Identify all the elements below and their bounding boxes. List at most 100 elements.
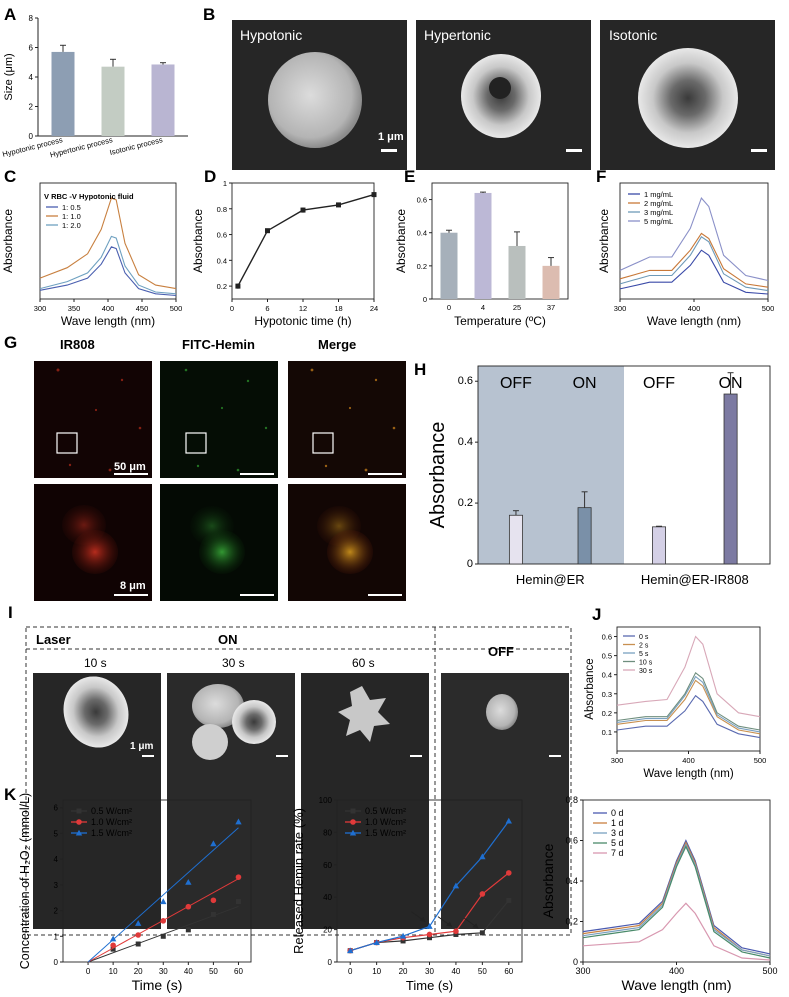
x-tick-label: 500 <box>762 304 775 313</box>
legend-label: 1: 1.0 <box>62 212 81 221</box>
series-line <box>39 197 177 290</box>
x-tick-label: 450 <box>136 304 149 313</box>
y-tick-label: 1 <box>54 932 59 941</box>
x-tick-label: 18 <box>334 304 342 313</box>
series-line <box>619 197 769 282</box>
panel-i: Laser ON OFF 10 s 30 s 60 s 1 μm <box>25 626 572 936</box>
y-tick-label: 100 <box>319 796 333 805</box>
group-label: Hemin@ER-IR808 <box>641 572 749 587</box>
g-merge-overview <box>288 361 406 478</box>
x-tick-label: 30 <box>159 967 168 976</box>
legend-label: 0.5 W/cm² <box>91 806 132 816</box>
annotation-arrowhead <box>419 916 426 922</box>
x-axis-label: Wave length (nm) <box>61 314 155 328</box>
i-on-label: ON <box>218 632 238 647</box>
y-tick-label: 0.6 <box>602 633 612 642</box>
x-tick-label: 500 <box>170 304 183 313</box>
y-tick-label: 0.1 <box>602 728 612 737</box>
data-point <box>75 829 83 836</box>
y-tick-label: 0 <box>573 957 578 967</box>
data-point <box>160 918 167 924</box>
i-scale-bar-4 <box>549 755 561 757</box>
x-tick-label: 500 <box>762 966 777 976</box>
data-point <box>506 897 512 903</box>
data-point <box>185 927 191 933</box>
panel-letter-h: H <box>414 360 426 379</box>
bar <box>440 232 458 299</box>
x-axis-label: Hypotonic time (h) <box>254 314 351 328</box>
chart-H: 0 0.2 0.4 0.6 OFF ON OFF ON Hemin@ER Hemin@ER-IR8… <box>427 365 771 587</box>
x-tick-label: 50 <box>209 967 218 976</box>
g-roi-box-2 <box>185 432 207 454</box>
g-column-merge: Merge <box>318 337 356 352</box>
data-point <box>210 911 216 917</box>
x-axis-label: Wave length (nm) <box>647 314 741 328</box>
group-label: Hemin@ER <box>516 572 585 587</box>
data-point <box>135 941 141 947</box>
sem-label-hypertonic: Hypertonic <box>424 27 491 43</box>
x-tick-label: 300 <box>614 304 627 313</box>
legend-label: 1.0 W/cm² <box>91 817 132 827</box>
plot-frame <box>619 182 769 300</box>
g-scale-bar-6 <box>368 594 402 596</box>
bar-state-label: ON <box>719 375 743 392</box>
i-scale-bar-2 <box>276 755 288 757</box>
y-tick-label: 80 <box>323 828 332 837</box>
x-axis-label: Temperature (ºC) <box>454 314 546 328</box>
series-line <box>616 671 761 731</box>
panel-letter-f: F <box>596 167 606 186</box>
i-scale-bar-1 <box>142 755 154 757</box>
h-shaded-region <box>478 366 624 564</box>
g-scale-bar-5 <box>240 594 274 596</box>
data-point <box>400 938 406 944</box>
panel-letter-j: J <box>592 605 601 624</box>
series-line <box>616 679 761 735</box>
data-point <box>336 202 341 208</box>
data-point <box>453 928 459 935</box>
bar <box>51 51 75 136</box>
data-point <box>399 932 407 939</box>
x-tick-label: 20 <box>134 967 143 976</box>
x-tick-label: 0 <box>86 967 91 976</box>
data-point <box>505 870 512 876</box>
series-line <box>616 635 761 718</box>
x-tick-label: 300 <box>34 304 47 313</box>
i-time-60s: 60 s <box>352 656 375 670</box>
x-tick-label: 400 <box>102 304 115 313</box>
data-point <box>235 874 242 880</box>
g-fitc-overview <box>160 361 278 478</box>
y-axis-label: Absorbance <box>427 422 449 529</box>
x-tick-label: 10 <box>372 967 381 976</box>
chart-C: 300 350 400 450 500 Wave length (nm) Absorbanc… <box>1 182 183 328</box>
y-tick-label: 0 <box>54 958 59 967</box>
panel-letter-g: G <box>4 333 17 352</box>
data-point <box>453 931 459 937</box>
bar <box>508 245 526 299</box>
category-label: 37 <box>547 303 555 312</box>
y-tick-label: 0.4 <box>217 256 227 265</box>
rbc-hypotonic <box>268 52 362 148</box>
y-tick-label: 8 <box>29 14 34 23</box>
data-point <box>479 853 486 860</box>
chart-M: 300 400 500 0 0.2 0.4 0.6 0.8 Wave length (nm) Ab… <box>540 795 778 993</box>
category-label: 25 <box>513 303 521 312</box>
y-tick-label: 2 <box>29 103 34 112</box>
chart-D: 0 6 12 18 24 0.2 0.4 0.6 0.8 1 Hypotonic time (h) A… <box>191 179 378 328</box>
data-point <box>452 882 460 889</box>
series-line <box>619 232 769 288</box>
y-tick-label: 0.8 <box>565 795 578 805</box>
rbc-hypertonic-dimple <box>489 77 511 99</box>
g-cell-red-2 <box>72 530 118 574</box>
x-tick-label: 20 <box>399 967 408 976</box>
legend-label: 3 d <box>611 828 624 838</box>
legend-label: 0 d <box>611 808 624 818</box>
y-tick-label: 40 <box>323 893 332 902</box>
data-point <box>426 931 433 938</box>
i-cell-10s <box>63 676 129 748</box>
bar-state-label: OFF <box>500 375 532 392</box>
series-line <box>39 235 177 295</box>
data-point <box>300 207 306 213</box>
y-axis-label: Concentration of H₂O₂ (mmol/L) <box>18 793 32 969</box>
